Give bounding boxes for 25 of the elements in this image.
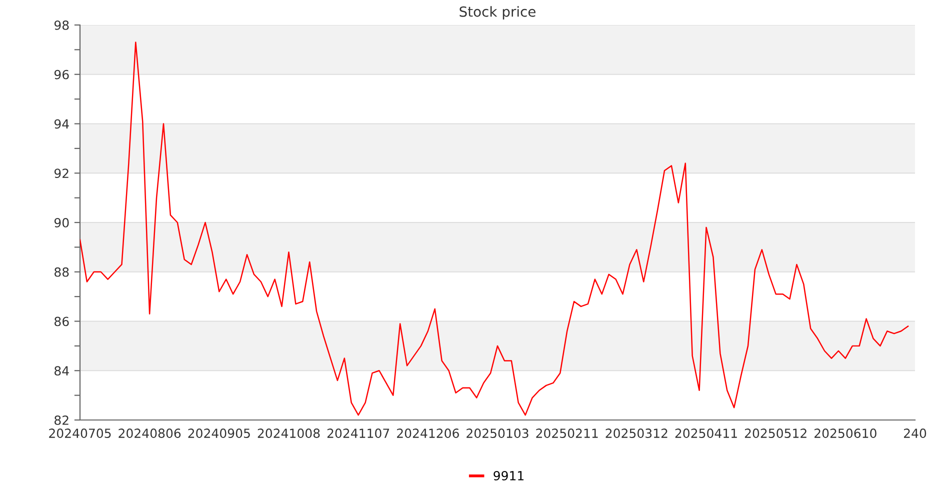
x-tick-label: 20240705 bbox=[49, 428, 111, 438]
x-tick-label: 20241206 bbox=[397, 428, 459, 438]
x-tick-label: 20241008 bbox=[258, 428, 320, 438]
y-tick-label: 92 bbox=[54, 168, 68, 178]
x-tick-label: 20240806 bbox=[118, 428, 181, 438]
y-tick-label: 98 bbox=[54, 20, 69, 30]
y-tick-label: 84 bbox=[54, 366, 69, 376]
x-tick-label: 20241107 bbox=[327, 428, 390, 438]
x-tick-label: 20250211 bbox=[536, 428, 598, 438]
y-tick-label: 86 bbox=[54, 316, 69, 326]
legend-label: 9911 bbox=[494, 470, 524, 480]
y-tick-label: 82 bbox=[54, 415, 68, 425]
line-series bbox=[80, 42, 909, 416]
x-tick-label: 20250103 bbox=[466, 428, 528, 438]
x-tick-label: 20250411 bbox=[675, 428, 737, 438]
x-tick-label: 20250512 bbox=[744, 428, 806, 438]
x-tick-label: 20250312 bbox=[606, 428, 668, 438]
chart-title: Stock price bbox=[460, 6, 536, 20]
y-tick-label: 90 bbox=[54, 218, 69, 228]
x-tick-label: 20250610 bbox=[814, 428, 876, 438]
y-tick-label: 96 bbox=[54, 70, 69, 80]
y-tick-label: 94 bbox=[54, 119, 69, 129]
y-tick-label: 88 bbox=[54, 267, 69, 277]
x-tick-label: 240 bbox=[904, 428, 926, 438]
x-tick-label: 20240905 bbox=[188, 428, 250, 438]
